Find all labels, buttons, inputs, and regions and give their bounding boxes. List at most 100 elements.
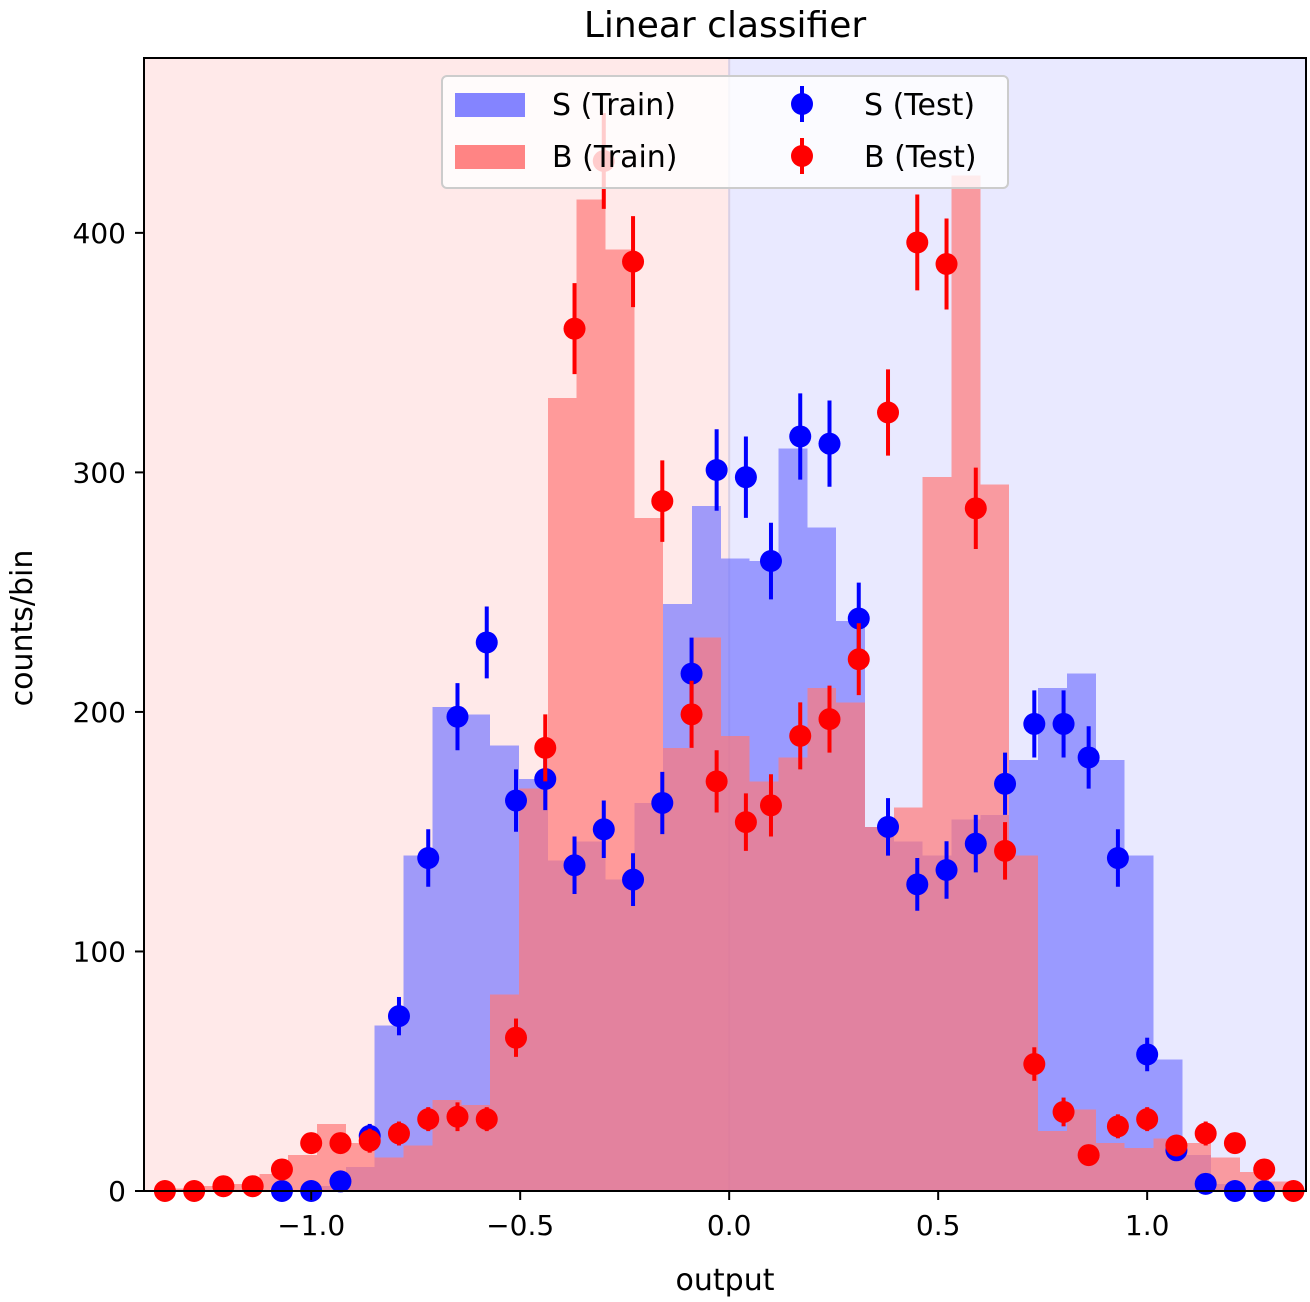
- signal-test-point: [417, 847, 440, 870]
- legend-marker: [791, 145, 813, 167]
- background-test-point: [818, 708, 841, 731]
- background-train-bar: [865, 826, 894, 1191]
- background-test-point: [329, 1132, 352, 1155]
- background-test-point: [1165, 1134, 1188, 1157]
- background-train-bar: [749, 781, 779, 1191]
- legend-box: [441, 75, 1009, 189]
- background-test-point: [847, 648, 870, 671]
- x-tick-label: 1.0: [1125, 1209, 1170, 1242]
- background-train-bar: [663, 747, 692, 1191]
- signal-test-point: [1106, 847, 1129, 870]
- background-train-bar: [1095, 1143, 1125, 1191]
- y-tick-label: 200: [73, 696, 126, 729]
- signal-test-point: [1052, 712, 1075, 735]
- background-test-point: [1052, 1100, 1075, 1123]
- errorbar-layer: [153, 113, 1305, 1202]
- signal-test-point: [622, 868, 645, 891]
- signal-test-point: [387, 1005, 410, 1028]
- legend: S (Train) B (Train) S (Test) B (Test): [441, 75, 1009, 189]
- background-train-bar: [1268, 1181, 1298, 1191]
- background-test-point: [212, 1175, 235, 1198]
- background-test-point: [300, 1132, 323, 1155]
- legend-marker: [791, 93, 813, 115]
- background-train-bar: [403, 1145, 433, 1191]
- background-test-point: [759, 794, 782, 817]
- signal-test-point: [475, 631, 498, 654]
- background-test-point: [964, 497, 987, 520]
- signal-test-point: [329, 1170, 352, 1193]
- signal-test-point: [877, 815, 900, 838]
- background-test-point: [446, 1105, 469, 1128]
- background-test-point: [1077, 1144, 1100, 1167]
- background-test-point: [1194, 1122, 1217, 1145]
- background-test-point: [1223, 1132, 1246, 1155]
- plot-frame: [143, 57, 1307, 1192]
- background-train-bar: [922, 477, 952, 1191]
- background-train-bar: [605, 249, 635, 1191]
- legend-label: S (Train): [552, 88, 676, 123]
- signal-test-point: [964, 832, 987, 855]
- background-test-point: [1136, 1108, 1159, 1131]
- background-train-bar: [576, 199, 606, 1192]
- signal-test-point: [705, 459, 728, 481]
- signal-test-point: [592, 818, 615, 841]
- legend-label: B (Train): [552, 140, 678, 175]
- y-tick-label: 300: [73, 456, 126, 489]
- axes-layer: −1.0 −0.5 0.0 0.5 1.0 0 100 200 300 400: [73, 57, 1307, 1242]
- background-train-bar: [374, 1157, 404, 1191]
- signal-train-bar: [1124, 855, 1154, 1191]
- legend-swatch: [455, 145, 525, 169]
- signal-test-point: [680, 662, 703, 685]
- signal-test-point: [1077, 746, 1100, 769]
- signal-test-point: [818, 432, 841, 455]
- background-test-point: [789, 724, 812, 747]
- background-train-bar: [547, 398, 577, 1191]
- signal-test-point: [734, 466, 757, 489]
- background-test-point: [994, 839, 1017, 862]
- background-train-bar: [518, 788, 548, 1191]
- background-test-point: [734, 811, 757, 834]
- signal-test-point: [1136, 1043, 1159, 1066]
- signal-test-point: [789, 425, 812, 448]
- signal-test-point: [563, 854, 586, 877]
- y-tick-label: 100: [73, 935, 126, 968]
- chart-title: Linear classifier: [584, 5, 867, 46]
- background-train-bar: [951, 175, 981, 1192]
- background-test-point: [651, 490, 674, 513]
- background-test-point: [935, 253, 958, 275]
- signal-test-point: [651, 791, 674, 814]
- background-test-point: [705, 770, 728, 793]
- signal-test-point: [935, 859, 958, 882]
- x-tick-label: −0.5: [486, 1209, 554, 1242]
- background-test-point: [417, 1108, 440, 1131]
- signal-test-point: [906, 873, 929, 896]
- background-test-point: [505, 1026, 528, 1049]
- signal-test-point: [994, 772, 1017, 795]
- background-train-bar: [1038, 1131, 1067, 1191]
- background-test-point: [241, 1175, 264, 1198]
- signal-test-point: [446, 705, 469, 728]
- background-test-point: [358, 1129, 381, 1152]
- background-train-bar: [836, 702, 866, 1191]
- x-tick-label: 0.5: [916, 1209, 961, 1242]
- background-test-point: [534, 736, 557, 759]
- signal-test-point: [505, 789, 528, 812]
- background-test-point: [906, 231, 929, 254]
- background-test-point: [1106, 1115, 1129, 1138]
- x-axis-label: output: [676, 1263, 775, 1298]
- background-train-bar: [1124, 1147, 1154, 1191]
- background-train-bar: [634, 517, 664, 1191]
- background-train-bar: [691, 637, 721, 1191]
- background-train-bar: [1009, 855, 1039, 1191]
- y-tick-label: 400: [73, 217, 126, 250]
- background-test-point: [622, 250, 645, 273]
- background-test-point: [680, 703, 703, 726]
- signal-test-point: [759, 550, 782, 573]
- y-tick-label: 0: [108, 1175, 126, 1208]
- signal-train-bar: [403, 855, 433, 1191]
- signal-test-point: [1023, 712, 1046, 735]
- y-axis-label: counts/bin: [5, 550, 40, 707]
- background-test-point: [270, 1158, 293, 1181]
- background-test-point: [877, 401, 900, 424]
